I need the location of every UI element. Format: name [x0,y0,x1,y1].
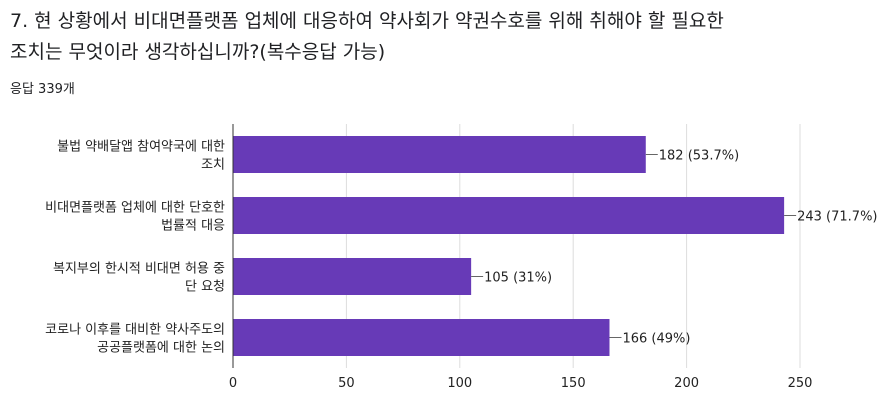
category-label: 단 요청 [185,280,225,295]
x-tick-label: 250 [788,376,813,391]
category-label: 불법 약배달앱 참여약국에 대한 [57,140,225,155]
x-tick-label: 50 [338,376,355,391]
question-title-line-2: 조치는 무엇이라 생각하십니까?(복수응답 가능) [10,41,386,63]
category-label: 공공플랫폼에 대한 논의 [97,341,225,356]
bar [233,136,646,173]
data-label: 182 (53.7%) [659,149,739,164]
question-title: 7. 현 상황에서 비대면플랫폼 업체에 대응하여 약사회가 약권수호를 위해 … [10,6,870,68]
x-tick-label: 100 [447,376,472,391]
category-label: 코로나 이후를 대비한 약사주도의 [45,323,225,338]
data-label: 166 (49%) [622,332,690,347]
bar [233,319,610,356]
question-title-line-1: 7. 현 상황에서 비대면플랫폼 업체에 대응하여 약사회가 약권수호를 위해 … [10,10,724,32]
category-label: 복지부의 한시적 비대면 허용 중 [53,262,225,277]
data-label: 243 (71.7%) [797,210,877,225]
data-label: 105 (31%) [484,271,552,286]
bar [233,197,785,234]
response-count: 응답 339개 [10,82,75,97]
category-label: 비대면플랫폼 업체에 대한 단호한 [45,201,225,216]
category-label: 조치 [201,158,225,173]
x-tick-label: 200 [674,376,699,391]
x-tick-label: 150 [561,376,586,391]
bar [233,258,472,295]
x-tick-label: 0 [229,376,237,391]
category-label: 법률적 대응 [161,219,225,234]
